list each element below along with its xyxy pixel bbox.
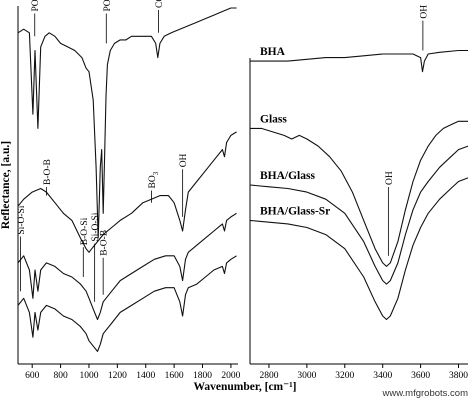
left-panel: 600 800 1000 1200 1400 1600 1800 2000 PO43- PO43-… [17,0,241,381]
annotation-left-1: PO43- [100,0,115,12]
annotation-left-9: OH [179,153,189,167]
annotation-left-3: Si-O-Si [17,205,27,234]
x-tick-label-right-3800: 3800 [449,371,468,381]
spectrum-right-3 [249,177,469,321]
annotation-left-8: BO3 [148,171,160,188]
annotation-left-2: CO32- [152,0,167,8]
x-tick-label-left-800: 800 [53,371,68,381]
spectrum-right-1 [250,120,468,267]
x-tick-label-right-3600: 3600 [411,371,430,381]
spectrum-right-0 [250,49,468,73]
right-panel: 2800 3000 3200 3400 3600 3800 BHA Glass BHA/Glas… [249,5,469,381]
series-label-glass: Glass [260,113,287,125]
annotation-left-0: PO43- [28,0,43,12]
x-tick-label-left-1200: 1200 [108,371,127,381]
x-tick-label-left-2000: 2000 [221,371,240,381]
x-tick-label-left-1000: 1000 [79,371,98,381]
y-axis-label: Reflectance, [a.u.] [0,141,12,229]
annotation-left-4: B-O-B [43,159,53,185]
x-tick-label-left-1400: 1400 [136,371,155,381]
annotation-left-6: Si-O-Si [91,212,101,241]
annotation-right-1: OH [419,5,429,19]
spectrum-left-1 [17,131,237,253]
watermark-text: www.mfgrobots.com [381,388,468,399]
series-label-bha-glass: BHA/Glass [260,170,315,182]
annotation-right-0: OH [385,171,395,185]
x-tick-label-left-600: 600 [25,371,40,381]
x-tick-label-right-3000: 3000 [297,371,316,381]
annotation-left-7: B-O-B [100,230,110,256]
spectrum-left-0 [17,7,237,239]
series-label-bha-glass-sr: BHA/Glass-Sr [260,205,330,217]
x-tick-label-left-1600: 1600 [165,371,184,381]
x-tick-label-left-1800: 1800 [193,371,212,381]
annotation-left-5: B-O-Si [80,217,90,245]
series-label-bha: BHA [260,46,286,58]
x-tick-label-right-3400: 3400 [373,371,392,381]
x-tick-label-right-3200: 3200 [335,371,354,381]
spectrum-left-2 [17,212,237,321]
spectrum-left-3 [17,255,237,352]
spectrum-right-2 [249,145,469,285]
x-tick-label-right-2800: 2800 [259,371,278,381]
x-axis-label: Wavenumber, [cm⁻¹] [193,381,296,393]
